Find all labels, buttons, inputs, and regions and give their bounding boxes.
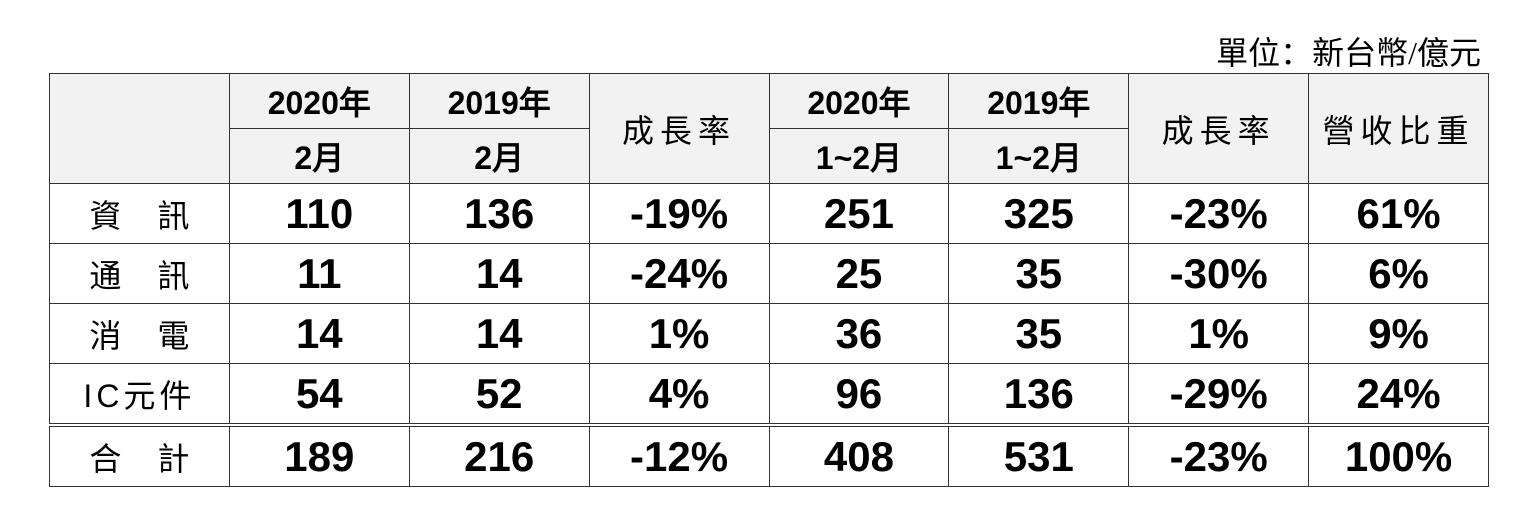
header-cell: 成長率 — [1128, 73, 1310, 184]
table-cell: 25 — [768, 243, 950, 304]
table-cell: 52 — [408, 363, 590, 426]
header-row: 2月 2月 1~2月 1~2月 — [50, 128, 1489, 184]
table-cell: 136 — [408, 183, 590, 244]
table-cell: 325 — [948, 183, 1130, 244]
revenue-table: 2020年 2019年 成長率 2020年 2019年 成長率 營收比重 2月 2月 1~2月 1… — [49, 73, 1489, 487]
header-cell: 1~2月 — [768, 128, 950, 184]
table-cell: 35 — [948, 243, 1130, 304]
row-label: 消電 — [49, 303, 230, 364]
header-cell: 營收比重 — [1308, 73, 1489, 184]
table-body: 資訊 110 136 -19% 251 325 -23% 61% 通訊 11 14 -24% 25 35-… — [49, 183, 1489, 487]
row-label: 合計 — [49, 423, 230, 487]
table-cell: 531 — [948, 423, 1130, 487]
corner-cell — [49, 73, 230, 184]
table-cell: -23% — [1128, 423, 1310, 487]
table-cell: 251 — [768, 183, 950, 244]
unit-note: 單位：新台幣/億元 — [1216, 35, 1481, 71]
table-cell: 408 — [768, 423, 950, 487]
table-row: 合計 189 216 -12% 408 531 -23% 100% — [49, 423, 1489, 487]
table-cell: 9% — [1308, 303, 1489, 364]
table-cell: -19% — [588, 183, 770, 244]
table-cell: 61% — [1308, 183, 1489, 244]
header-cell: 2019年 — [948, 73, 1130, 129]
table-header: 2020年 2019年 成長率 2020年 2019年 成長率 營收比重 2月 2月 1~2月 1… — [49, 73, 1489, 184]
table-cell: -29% — [1128, 363, 1310, 426]
table-cell: 36 — [768, 303, 950, 364]
header-cell: 2019年 — [408, 73, 590, 129]
table-cell: 1% — [1128, 303, 1310, 364]
table-cell: 4% — [588, 363, 770, 426]
header-cell: 2月 — [228, 128, 410, 184]
table-cell: 110 — [228, 183, 410, 244]
row-label: 資訊 — [49, 183, 230, 244]
table-cell: -30% — [1128, 243, 1310, 304]
header-cell: 成長率 — [588, 73, 770, 184]
table-cell: 24% — [1308, 363, 1489, 426]
table-row: 通訊 11 14 -24% 25 35 -30% 6% — [49, 243, 1489, 304]
table-cell: 96 — [768, 363, 950, 426]
table-cell: 6% — [1308, 243, 1489, 304]
header-cell: 2月 — [408, 128, 590, 184]
table-cell: 11 — [228, 243, 410, 304]
table-cell: 54 — [228, 363, 410, 426]
row-label: 通訊 — [49, 243, 230, 304]
table-cell: 100% — [1308, 423, 1489, 487]
table-cell: -12% — [588, 423, 770, 487]
table-cell: -24% — [588, 243, 770, 304]
header-cell: 2020年 — [768, 73, 950, 129]
table-cell: 136 — [948, 363, 1130, 426]
table-cell: -23% — [1128, 183, 1310, 244]
table-row: IC元件 54 52 4% 96 136 -29% 24% — [49, 363, 1489, 426]
row-label: IC元件 — [49, 363, 230, 426]
header-cell: 1~2月 — [948, 128, 1130, 184]
header-cell: 2020年 — [228, 73, 410, 129]
table-cell: 1% — [588, 303, 770, 364]
table-cell: 35 — [948, 303, 1130, 364]
table-cell: 14 — [408, 243, 590, 304]
table-cell: 216 — [408, 423, 590, 487]
table-cell: 14 — [228, 303, 410, 364]
header-row: 2020年 2019年 成長率 2020年 2019年 成長率 營收比重 — [49, 73, 1489, 184]
table-row: 資訊 110 136 -19% 251 325 -23% 61% — [49, 183, 1489, 244]
table-cell: 14 — [408, 303, 590, 364]
table-row: 消電 14 14 1% 36 35 1% 9% — [49, 303, 1489, 364]
table-cell: 189 — [228, 423, 410, 487]
